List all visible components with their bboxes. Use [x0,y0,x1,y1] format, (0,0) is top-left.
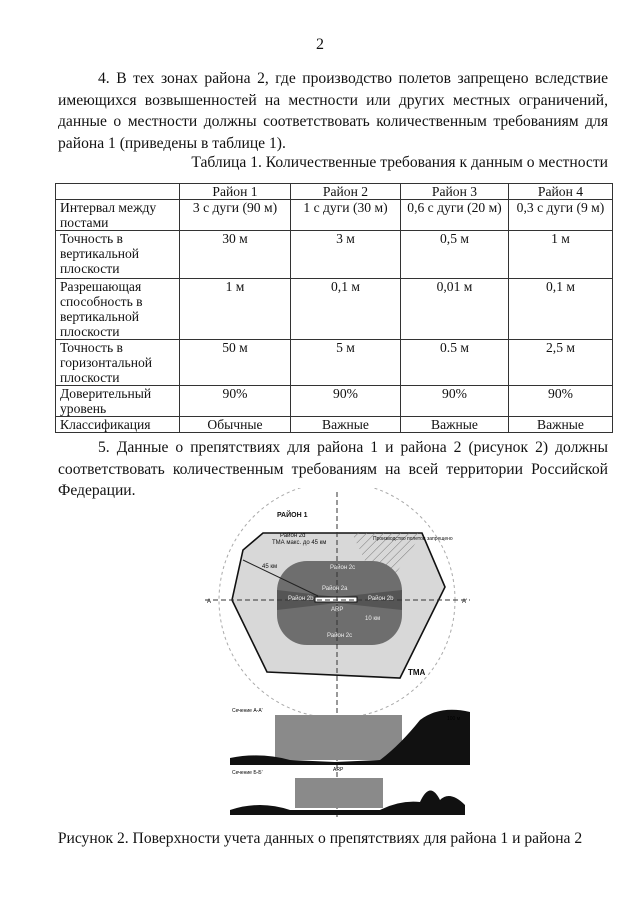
table-cell: 1 с дуги (30 м) [290,199,401,231]
svg-text:Район 2с: Район 2с [330,564,355,571]
table-cell: 30 м [179,230,291,279]
svg-text:100 м: 100 м [447,716,461,722]
table-cell: 50 м [179,339,291,386]
svg-text:Сечение Б-Б': Сечение Б-Б' [232,770,263,776]
paragraph-5: 5. Данные о препятствиях для района 1 и … [58,439,608,500]
svg-text:ARP: ARP [333,767,344,773]
table-header-cell: Район 2 [290,183,401,200]
page-number: 2 [316,36,324,53]
table-title: Таблица 1. Количественные требования к д… [191,154,608,171]
svg-text:Район 2b: Район 2b [288,595,314,602]
svg-text:10 км: 10 км [365,616,380,622]
table-row: Классификация Обычные Важные Важные Важные [55,416,613,433]
table-cell: 0,1 м [290,278,401,340]
svg-text:Производство полетов запрещено: Производство полетов запрещено [373,536,453,542]
table-cell: Важные [290,416,401,433]
table-cell: 90% [290,385,401,417]
table-header-row: Район 1 Район 2 Район 3 Район 4 [55,183,613,200]
table-cell: Доверительный уровень [55,385,180,417]
svg-text:A: A [207,599,211,605]
table-header-cell: Район 1 [179,183,291,200]
table-cell: Точность в вертикальной плоскости [55,230,180,279]
table-cell: 5 м [290,339,401,386]
table-cell: 90% [400,385,509,417]
table-cell: 3 м [290,230,401,279]
terrain-data-table: Район 1 Район 2 Район 3 Район 4 Интервал меж… [55,183,613,433]
svg-text:Район 2d: Район 2d [280,532,305,539]
section-b-terrain [230,790,465,815]
svg-text:ARP: ARP [331,607,343,613]
section-a-surface [275,715,402,760]
table-row: Разрешающая способность в вертикальной п… [55,278,613,340]
table-cell: 0,3 с дуги (9 м) [508,199,613,231]
table-cell: Разрешающая способность в вертикальной п… [55,278,180,340]
table-row: Интервал между постами 3 с дуги (90 м) 1 с… [55,199,613,231]
table-cell: 2,5 м [508,339,613,386]
svg-text:TMA: TMA [408,668,426,677]
table-cell: 3 с дуги (90 м) [179,199,291,231]
table-cell: Классификация [55,416,180,433]
figure-caption: Рисунок 2. Поверхности учета данных о пр… [57,830,583,847]
table-cell: 0,5 м [400,230,509,279]
section-a-terrain [230,709,470,765]
svg-text:ТМА макс. до 45 км: ТМА макс. до 45 км [272,540,326,546]
svg-text:Район 2с: Район 2с [327,632,352,639]
table-cell: 90% [508,385,613,417]
table-cell: 1 м [508,230,613,279]
section-b-surface [295,778,383,808]
table-cell: 90% [179,385,291,417]
svg-text:Сечение А-А': Сечение А-А' [232,708,263,714]
svg-text:A': A' [462,599,467,605]
obstacle-surfaces-figure: РАЙОН 1 Район 2d ТМА макс. до 45 км Прои… [205,488,470,820]
table-cell: Важные [508,416,613,433]
table-header-cell: Район 3 [400,183,509,200]
table-cell: 0,01 м [400,278,509,340]
table-header-cell [55,183,180,200]
svg-text:РАЙОН 1: РАЙОН 1 [277,510,308,519]
table-cell: 0.5 м [400,339,509,386]
table-header-cell: Район 4 [508,183,613,200]
table-cell: 0,6 с дуги (20 м) [400,199,509,231]
table-cell: Важные [400,416,509,433]
table-cell: 1 м [179,278,291,340]
paragraph-4: 4. В тех зонах района 2, где производств… [58,70,608,152]
table-cell: Интервал между постами [55,199,180,231]
table-cell: Точность в горизонтальной плоскости [55,339,180,386]
svg-text:Район 2а: Район 2а [322,585,348,592]
svg-text:45 км: 45 км [262,564,277,570]
svg-text:Район 2b: Район 2b [368,595,394,602]
table-cell: 0,1 м [508,278,613,340]
table-cell: Обычные [179,416,291,433]
table-row: Доверительный уровень 90% 90% 90% 90% [55,385,613,417]
